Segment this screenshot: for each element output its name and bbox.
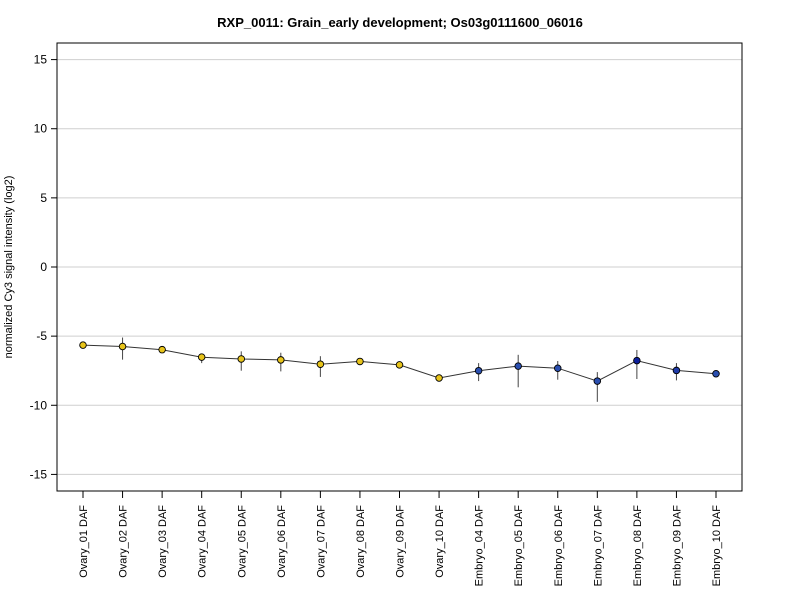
y-axis-label: normalized Cy3 signal intensity (log2) — [3, 176, 15, 359]
data-point — [593, 377, 602, 385]
x-tick-label: Ovary_01 DAF — [78, 505, 90, 578]
y-tick-label: 10 — [34, 122, 48, 136]
x-tick-label: Embryo_10 DAF — [711, 505, 723, 587]
data-point — [118, 342, 127, 351]
data-point — [712, 369, 720, 378]
y-tick-label: 15 — [34, 53, 48, 67]
data-point — [197, 353, 206, 361]
data-point — [237, 355, 245, 363]
x-tick-label: Embryo_09 DAF — [671, 505, 683, 587]
x-tick-label: Embryo_05 DAF — [513, 505, 525, 587]
x-tick-label: Ovary_03 DAF — [157, 505, 169, 578]
error-bars — [82, 337, 717, 402]
y-axis: -15 -10 -5 0 5 10 15 — [30, 53, 57, 481]
x-axis: Ovary_01 DAF Ovary_02 DAF Ovary_03 DAF Ovar… — [78, 491, 723, 586]
data-point — [277, 356, 285, 364]
data-point — [79, 341, 87, 349]
data-point — [316, 360, 325, 368]
x-tick-label: Ovary_10 DAF — [434, 505, 446, 578]
x-tick-label: Ovary_04 DAF — [197, 505, 209, 578]
y-tick-label: -10 — [30, 398, 48, 412]
x-tick-label: Ovary_02 DAF — [118, 505, 130, 578]
y-tick-label: 0 — [40, 260, 47, 274]
x-tick-label: Ovary_07 DAF — [315, 505, 327, 578]
data-point — [474, 366, 483, 375]
y-tick-label: -5 — [36, 329, 47, 343]
data-point — [158, 345, 166, 354]
y-tick-label: -15 — [30, 467, 48, 481]
gridlines — [57, 59, 742, 475]
x-tick-label: Embryo_06 DAF — [553, 505, 565, 587]
x-tick-label: Ovary_09 DAF — [395, 505, 407, 578]
data-point — [554, 364, 562, 372]
data-point — [514, 362, 522, 370]
data-points — [79, 341, 720, 385]
data-point — [356, 357, 364, 366]
data-point — [633, 356, 641, 365]
x-tick-label: Ovary_08 DAF — [355, 505, 367, 578]
x-tick-label: Ovary_06 DAF — [276, 505, 288, 578]
plot-frame — [56, 42, 743, 492]
x-tick-label: Ovary_05 DAF — [236, 505, 248, 578]
x-tick-label: Embryo_08 DAF — [632, 505, 644, 587]
data-point — [672, 366, 681, 375]
chart-title: RXP_0011: Grain_early development; Os03g… — [217, 15, 583, 30]
data-point — [395, 361, 404, 369]
y-tick-label: 5 — [40, 191, 47, 205]
data-point — [435, 374, 443, 382]
x-tick-label: Embryo_07 DAF — [592, 505, 604, 587]
x-tick-label: Embryo_04 DAF — [474, 505, 486, 587]
